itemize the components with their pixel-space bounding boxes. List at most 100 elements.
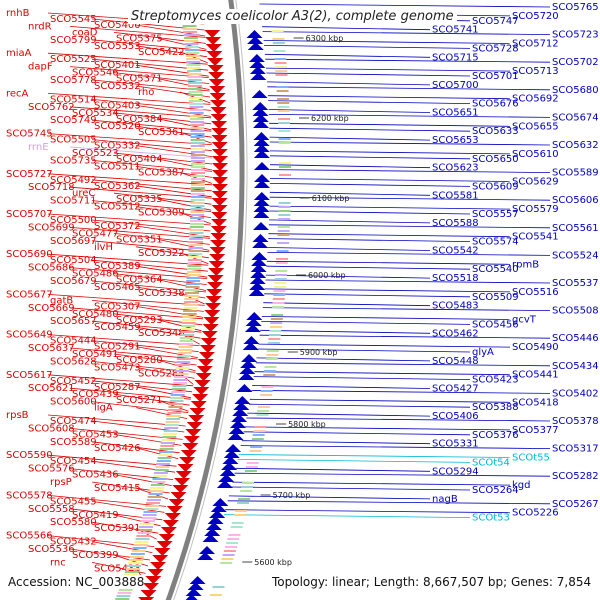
gene-label: SCO5632 [552,140,599,151]
cog-category-mark [138,529,153,531]
gene-label: SCO5534 [72,108,119,119]
reverse-gene-arrow [209,510,226,518]
gene-label: SCO5384 [116,114,163,125]
forward-gene-arrow [211,156,228,164]
cog-category-mark [153,475,168,477]
gene-label: SCO5518 [432,273,479,284]
forward-gene-arrow [201,331,218,339]
reverse-gene-arrow [252,108,269,116]
gene-leader-line [223,514,471,518]
gene-leader-line [179,172,213,184]
cog-category-mark [176,361,191,363]
cog-category-mark [256,414,269,416]
gene-label: SCO5720 [512,11,559,22]
cog-category-mark [190,130,205,132]
forward-gene-arrow [177,464,194,472]
cog-category-mark [186,277,201,279]
forward-gene-arrow [208,72,225,80]
cog-category-mark [158,454,173,456]
cog-category-mark [187,265,202,267]
cog-category-mark [189,112,204,114]
cog-category-mark [266,350,279,352]
cog-category-mark [166,415,181,417]
gene-label: SCOt55 [512,453,550,464]
gene-label: SCO5629 [512,177,559,188]
gene-leader-line [47,495,167,507]
gene-label: SCO5287 [94,382,141,393]
gene-label: SCO5375 [116,33,163,44]
gene-leader-line [269,183,471,187]
cog-category-mark [159,448,174,450]
reverse-gene-arrow [253,120,270,128]
cog-category-mark [174,370,189,372]
reverse-gene-arrow [234,396,251,404]
cog-category-mark [274,58,287,60]
cog-category-mark [182,25,197,27]
cog-category-mark [223,550,236,552]
gene-label: SCO5536 [28,544,75,555]
gene-leader-line [249,398,511,403]
reverse-gene-arrow [239,366,256,374]
forward-gene-arrow [142,583,159,591]
gene-label: SCO5400 [94,20,141,31]
forward-gene-arrow [211,163,228,171]
reverse-gene-arrow [250,264,267,272]
cog-category-mark [277,98,290,100]
gene-label: SCO5491 [72,349,119,360]
gene-label: SCO5532 [94,81,141,92]
cog-category-mark [150,487,165,489]
gene-label: ligA [94,403,113,414]
cog-category-mark [190,127,205,129]
gene-label: SCO5455 [50,496,97,507]
forward-gene-arrow [205,37,222,45]
reverse-gene-arrow [249,66,266,74]
cog-category-mark [183,37,198,39]
forward-gene-labels: rnhB nrdR SCO5799 miaA dapF SCO5778 recA SCO576… [6,8,185,574]
gene-leader-line [91,300,204,312]
gene-leader-line [266,265,471,270]
gene-label: SCO5589 [552,168,599,179]
gene-label: SCO5377 [512,425,559,436]
tick-label: 6100 kbp [312,194,350,203]
gene-leader-line [47,52,208,65]
cog-category-mark [173,379,188,381]
gene-label: SCO5778 [50,75,97,86]
forward-gene-arrow [204,30,221,38]
cog-category-mark [183,34,198,36]
cog-category-mark [279,166,291,168]
cog-category-mark [132,547,147,549]
genome-summary-text: Topology: linear; Length: 8,667,507 bp; … [272,575,592,589]
gene-leader-line [113,273,207,285]
cog-category-mark [190,124,205,126]
cog-category-mark [277,234,290,236]
gene-label: rnc [50,557,66,568]
gene-leader-line [247,412,431,417]
cog-category-mark [190,190,205,192]
forward-gene-arrow [207,58,224,66]
gene-label: SCO5490 [512,342,559,353]
reverse-gene-arrow [251,258,268,266]
forward-gene-arrow [170,492,187,500]
tick-label: 5700 kbp [273,491,311,500]
gene-leader-line [235,467,431,472]
gene-leader-line [47,294,205,306]
tick-label: 6000 kbp [308,271,346,280]
cog-category-mark [212,586,225,588]
gene-label: SCO5452 [50,376,97,387]
gene-label: SCO5523 [72,148,119,159]
gene-label: SCO5434 [552,361,599,372]
cog-category-mark [179,343,193,345]
reverse-gene-arrow [253,210,270,218]
gene-label: SCO5712 [512,39,559,50]
cog-category-mark [117,592,132,594]
forward-gene-arrow [203,317,220,325]
gene-label: SCO5462 [432,328,479,339]
gene-leader-line [91,501,165,513]
cog-category-mark [244,470,257,472]
reverse-gene-arrow [243,336,260,344]
gene-leader-line [113,474,172,486]
gene-leader-line [179,373,194,385]
cog-category-mark [275,270,288,272]
tick-label: 5800 kbp [288,420,326,429]
gene-label: SCO5226 [512,508,559,519]
